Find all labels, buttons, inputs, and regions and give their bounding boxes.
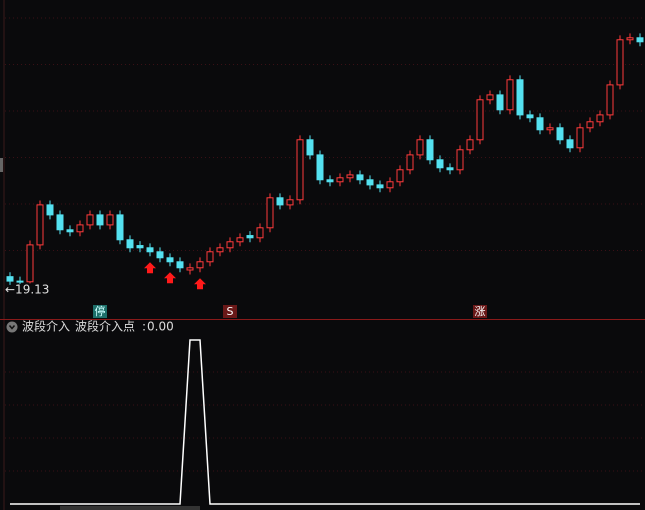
candle-body [166, 257, 174, 263]
candle-body [456, 149, 464, 171]
candle-body [16, 280, 24, 283]
candle-body [486, 94, 494, 101]
candle-body [346, 174, 354, 179]
marker-label: S [227, 305, 234, 318]
punct: : [142, 320, 146, 334]
candle-body [296, 139, 304, 201]
candle-body [406, 154, 414, 171]
candle-body [66, 229, 74, 233]
collapse-icon[interactable] [6, 321, 18, 333]
candle-body [116, 214, 124, 241]
candle-body [336, 177, 344, 183]
candle-body [306, 139, 314, 156]
candle-body [516, 79, 524, 116]
marker-badge [93, 305, 107, 318]
candle-body [366, 179, 374, 186]
candle-body [256, 227, 264, 239]
candle-body [626, 37, 634, 41]
series-name: 波段介入点 [75, 319, 135, 334]
candle-body [46, 204, 54, 216]
marker-badge [473, 305, 487, 318]
indicator-line [10, 339, 640, 505]
chevron [8, 325, 16, 330]
candle-body [586, 121, 594, 129]
candle-body [86, 214, 94, 226]
marker-label: 停 [95, 304, 106, 318]
candle-body [556, 127, 564, 141]
candle-body [236, 237, 244, 243]
signal-arrow [194, 278, 206, 290]
marker-label: 涨 [475, 305, 486, 318]
candle-body [536, 117, 544, 131]
candle-body [326, 179, 334, 183]
candle-body [546, 127, 554, 131]
candle-body [396, 169, 404, 183]
candle-body [276, 197, 284, 206]
candle-body [606, 84, 614, 116]
candle-body [376, 184, 384, 189]
candle-body [286, 199, 294, 206]
scrollbar[interactable] [60, 506, 200, 510]
candle-body [146, 247, 154, 253]
candle-body [436, 159, 444, 169]
candle-body [416, 139, 424, 156]
candle-body [636, 37, 644, 43]
signal-arrow [164, 272, 176, 284]
candle-body [506, 79, 514, 111]
indicator-title: 波段介入 [22, 319, 70, 334]
candle-body [526, 114, 534, 119]
series-last-value: 0.00 [147, 320, 174, 334]
candle-body [56, 214, 64, 231]
candle-body [96, 214, 104, 226]
candle-body [216, 247, 224, 253]
candle-body [246, 235, 254, 239]
candle-body [356, 174, 364, 181]
candle-body [206, 251, 214, 263]
candle-body [126, 239, 134, 249]
candle-body [156, 251, 164, 259]
candle-body [576, 127, 584, 149]
candle-body [186, 267, 194, 271]
marker-badge [223, 305, 237, 318]
candle-body [596, 114, 604, 123]
candle-body [616, 39, 624, 86]
candle-body [496, 94, 504, 111]
candle-body [476, 99, 484, 141]
side-handle [0, 158, 3, 172]
candle-body [6, 276, 14, 282]
candle-body [426, 139, 434, 161]
candle-body [266, 197, 274, 229]
low-marker: ←19.13 [5, 282, 49, 296]
signal-arrow [144, 262, 156, 274]
candle-body [386, 181, 394, 189]
candle-body [106, 214, 114, 226]
candle-body [136, 245, 144, 249]
candle-body [26, 244, 34, 283]
candle-body [446, 167, 454, 171]
candle-body [176, 261, 184, 269]
candle-body [36, 204, 44, 246]
candle-body [566, 139, 574, 149]
candle-body [196, 261, 204, 269]
candle-body [226, 241, 234, 249]
candle-body [316, 154, 324, 181]
candle-body [76, 224, 84, 233]
candle-body [466, 139, 474, 151]
